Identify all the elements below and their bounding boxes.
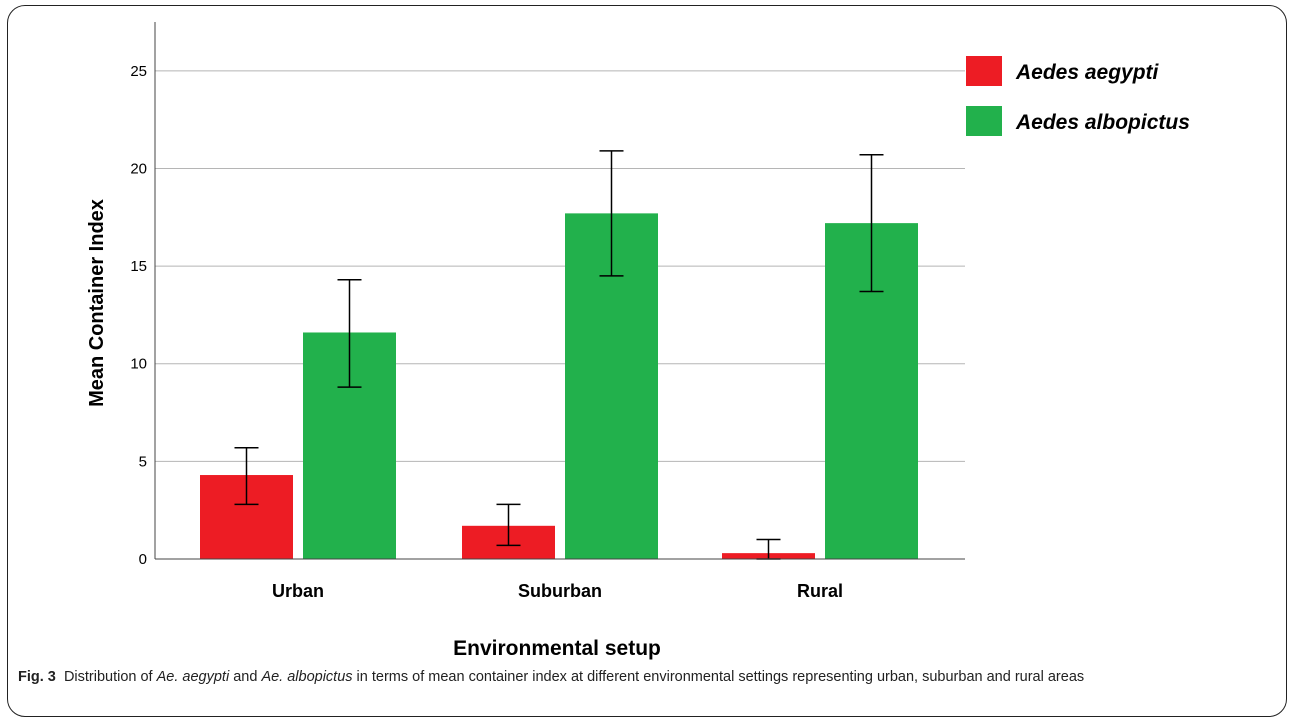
y-tick-label: 25 (130, 63, 147, 80)
legend-swatch (966, 106, 1002, 136)
y-tick-label: 5 (139, 453, 147, 470)
caption-text-1: Distribution of (63, 669, 157, 685)
legend-label: Aedes albopictus (1015, 111, 1190, 134)
caption-species-1: Ae. aegypti (156, 669, 230, 685)
y-tick-labels: 0 5 10 15 20 25 (130, 63, 147, 568)
y-tick-label: 20 (130, 160, 147, 177)
caption-text-2: and (229, 669, 262, 685)
caption-label: Fig. 3 (18, 669, 56, 685)
bars (200, 213, 918, 559)
caption-text-3: in terms of mean container index at diff… (352, 669, 1085, 685)
x-tick-label: Urban (272, 581, 324, 601)
figure-caption: Fig. 3 Distribution of Ae. aegypti and A… (18, 667, 1273, 688)
bar-chart: 0 5 10 15 20 25 Urban Suburban Rural Mean Conta… (86, 22, 1190, 660)
legend-swatch (966, 56, 1002, 86)
y-tick-label: 10 (130, 356, 147, 373)
x-axis-label: Environmental setup (453, 637, 661, 660)
x-tick-label: Rural (797, 581, 843, 601)
legend-label: Aedes aegypti (1015, 61, 1160, 84)
x-tick-labels: Urban Suburban Rural (272, 581, 843, 601)
error-bars (234, 150, 884, 560)
y-axis-label: Mean Container Index (86, 199, 108, 407)
y-tick-label: 0 (139, 551, 147, 568)
y-tick-label: 15 (130, 258, 147, 275)
caption-species-2: Ae. albopictus (261, 669, 353, 685)
axes (154, 22, 965, 560)
x-tick-label: Suburban (518, 581, 602, 601)
legend: Aedes aegypti Aedes albopictus (966, 56, 1190, 136)
